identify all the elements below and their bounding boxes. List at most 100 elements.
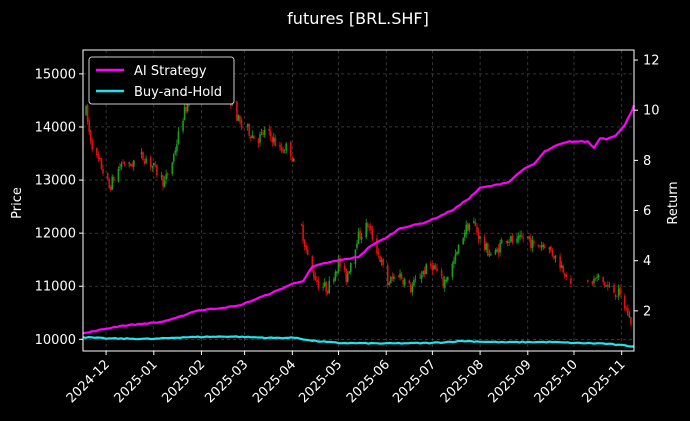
- candle-body: [425, 264, 428, 275]
- candle-body: [551, 250, 554, 256]
- candle-body: [269, 131, 272, 137]
- candle-body: [240, 120, 243, 127]
- candle-body: [433, 265, 435, 270]
- candle-body: [565, 274, 568, 278]
- candle-body: [109, 186, 112, 191]
- candle-body: [400, 273, 403, 279]
- candle-body: [359, 230, 361, 239]
- candle-body: [453, 260, 455, 265]
- candle-body: [108, 179, 110, 188]
- candle-body: [239, 116, 241, 123]
- candle-body: [519, 234, 521, 237]
- candle-body: [553, 256, 555, 259]
- candle-body: [96, 148, 98, 156]
- candle-body: [151, 165, 154, 168]
- y-tick-right-label: 6: [643, 204, 651, 219]
- candle-body: [570, 278, 572, 285]
- candle-body: [500, 239, 503, 244]
- candle-body: [434, 265, 437, 270]
- candle-body: [313, 270, 315, 278]
- candle-body: [371, 228, 374, 240]
- candle-body: [623, 295, 626, 309]
- candle-body: [510, 236, 512, 242]
- candle-body: [403, 279, 406, 286]
- candle-body: [414, 279, 417, 281]
- candle-body: [537, 244, 540, 247]
- return-lines: [82, 104, 636, 348]
- candle-body: [336, 271, 338, 274]
- candle-body: [443, 279, 446, 289]
- candle-body: [303, 240, 306, 248]
- candle-body: [377, 252, 380, 255]
- candle-body: [617, 288, 620, 297]
- candle-body: [411, 285, 414, 293]
- candle-body: [454, 253, 457, 262]
- candle-body: [430, 263, 432, 266]
- candle-body: [314, 276, 317, 281]
- candle-body: [402, 279, 404, 285]
- candle-body: [302, 225, 304, 241]
- candle-body: [293, 158, 295, 162]
- candle-body: [152, 162, 155, 166]
- candle-body: [91, 140, 94, 150]
- candle-body: [128, 162, 130, 164]
- candle-body: [597, 275, 600, 278]
- candle-body: [339, 258, 341, 267]
- candle-body: [616, 296, 618, 298]
- candle-body: [260, 131, 263, 133]
- y-tick-left-label: 12000: [35, 227, 76, 242]
- candle-body: [99, 157, 101, 160]
- candle-body: [323, 282, 326, 287]
- candle-body: [174, 150, 177, 154]
- candle-body: [300, 224, 303, 226]
- y-axis-left: 10000 11000 12000 13000 14000 15000: [35, 67, 83, 348]
- candle-body: [494, 250, 497, 255]
- candle-body: [548, 247, 551, 249]
- candle-body: [593, 278, 595, 283]
- candle-body: [420, 275, 423, 279]
- candle-body: [177, 131, 180, 144]
- candle-body: [542, 244, 544, 247]
- candle-body: [628, 315, 631, 318]
- candle-body: [122, 162, 124, 164]
- candle-body: [131, 164, 134, 167]
- candle-body: [485, 243, 488, 250]
- candle-body: [473, 221, 475, 224]
- candle-body: [386, 265, 389, 285]
- candle-body: [522, 237, 524, 239]
- candle-body: [413, 280, 415, 286]
- candle-body: [345, 268, 347, 283]
- candle-body: [596, 277, 598, 278]
- candle-body: [145, 158, 147, 163]
- candle-body: [488, 254, 491, 256]
- candle-body: [627, 308, 629, 316]
- candle-body: [366, 223, 369, 228]
- candle-body: [271, 137, 274, 143]
- y-axis-right: 2 4 6 8 10 12: [634, 54, 660, 319]
- candle-body: [112, 176, 115, 181]
- line-ai-strategy: [82, 104, 636, 335]
- candle-body: [463, 232, 466, 238]
- candle-body: [376, 238, 378, 254]
- candle-body: [370, 226, 372, 230]
- candle-body: [132, 160, 135, 167]
- candle-body: [517, 235, 520, 239]
- candle-body: [268, 128, 271, 131]
- candle-body: [468, 224, 471, 230]
- candle-body: [326, 290, 329, 295]
- candle-body: [317, 280, 320, 289]
- candle-body: [85, 106, 87, 116]
- plot-frame: [82, 49, 635, 352]
- candle-body: [554, 255, 557, 259]
- candle-body: [562, 266, 565, 273]
- candle-body: [119, 167, 121, 169]
- candle-body: [156, 165, 158, 176]
- candle-body: [379, 255, 381, 263]
- candle-body: [333, 279, 335, 282]
- candle-body: [431, 265, 434, 271]
- candle-body: [263, 129, 266, 135]
- candle-body: [499, 242, 501, 253]
- candle-body: [587, 280, 589, 282]
- candle-body: [563, 273, 566, 277]
